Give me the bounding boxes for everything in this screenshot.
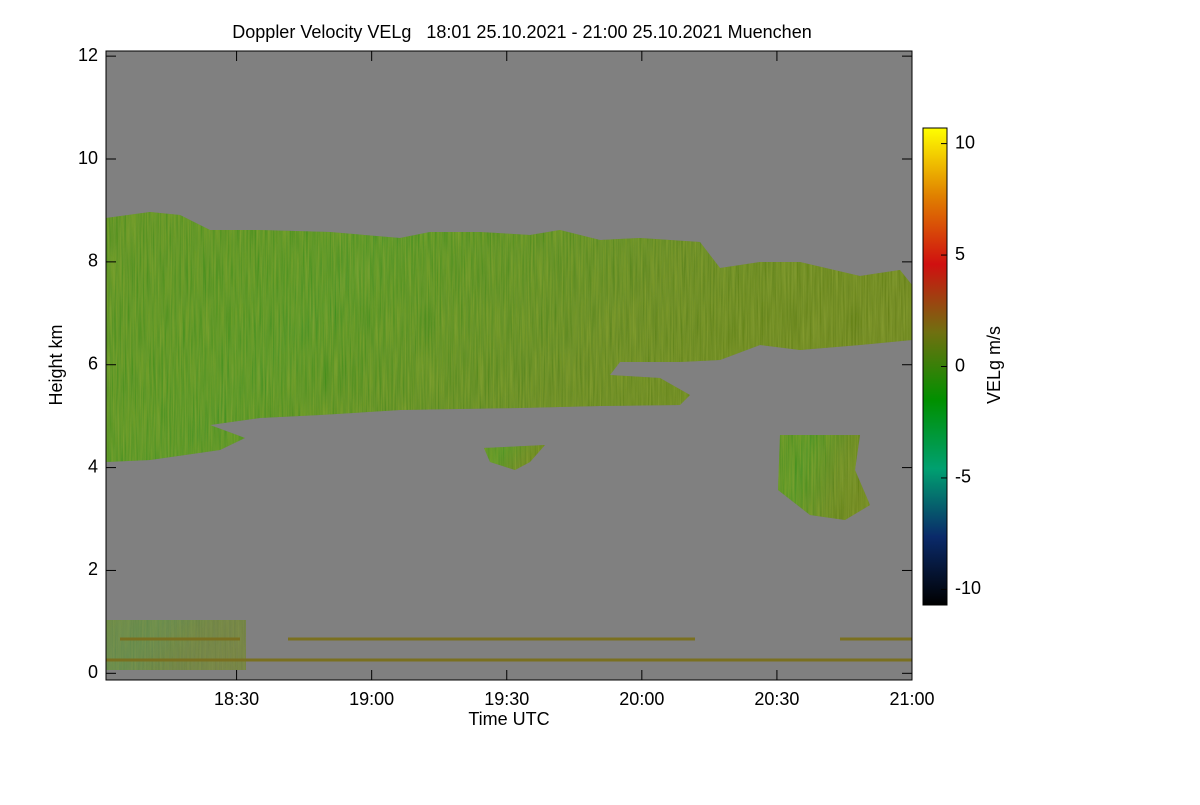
y-tick-label: 8 [88,251,98,271]
echo-regions [106,212,912,670]
ground-clutter [106,620,246,670]
x-tick-label: 19:30 [484,689,529,709]
y-tick-label: 12 [78,45,98,65]
x-tick-label: 18:30 [214,689,259,709]
x-tick-label: 21:00 [889,689,934,709]
colorbar-tick-label: -10 [955,578,981,598]
colorbar-tick-label: 0 [955,355,965,375]
y-tick-label: 4 [88,456,98,476]
y-tick-label: 0 [88,662,98,682]
y-tick-label: 10 [78,148,98,168]
colorbar-label: VELg m/s [984,326,1004,404]
chart-title: Doppler Velocity VELg 18:01 25.10.2021 -… [232,22,811,42]
x-axis-label: Time UTC [468,709,549,729]
plot-frame [105,50,913,681]
x-tick-label: 19:00 [349,689,394,709]
y-axis-label: Height km [46,324,66,405]
colorbar-tick-label: 10 [955,132,975,152]
ground-layers [106,637,912,662]
x-tick-label: 20:30 [754,689,799,709]
x-tick-label: 20:00 [619,689,664,709]
y-tick-label: 2 [88,559,98,579]
colorbar-tick-label: -5 [955,467,971,487]
y-tick-label: 6 [88,353,98,373]
cloud-region [106,212,912,462]
cloud-region [484,445,545,470]
colorbar [922,127,948,606]
cloud-region [778,435,870,520]
colorbar-tick-label: 5 [955,244,965,264]
